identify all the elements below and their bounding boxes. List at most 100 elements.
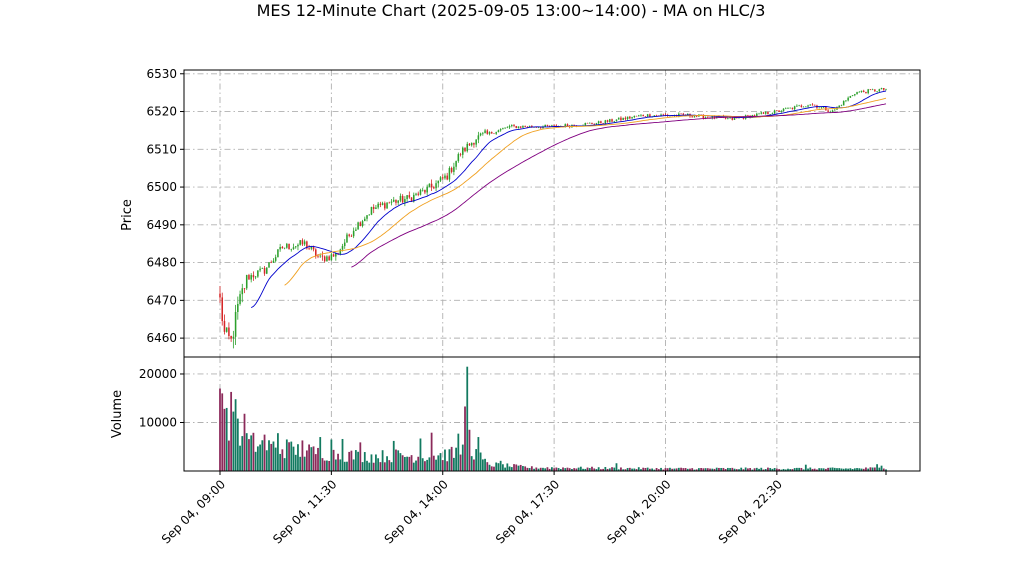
volume-bar bbox=[486, 462, 489, 471]
volume-bar bbox=[873, 467, 876, 471]
xtick-label: Sep 04, 14:00 bbox=[382, 477, 451, 546]
volume-bar bbox=[412, 462, 415, 471]
candle-body bbox=[497, 130, 500, 133]
volume-bar bbox=[457, 433, 460, 471]
candle-body bbox=[646, 114, 649, 117]
candle-body bbox=[791, 107, 794, 110]
volume-bar bbox=[807, 468, 809, 471]
volume-bar bbox=[241, 436, 244, 471]
candle-body bbox=[484, 130, 486, 134]
volume-bar bbox=[308, 444, 310, 471]
volume-bar bbox=[406, 456, 408, 471]
volume-bar bbox=[845, 468, 847, 471]
volume-bar bbox=[381, 450, 384, 471]
candle-body bbox=[782, 108, 785, 112]
candle-body bbox=[611, 119, 613, 122]
candle-body bbox=[531, 125, 533, 128]
candle-body bbox=[882, 88, 885, 90]
candle-body bbox=[245, 275, 248, 289]
candle-body bbox=[221, 297, 224, 322]
volume-bar bbox=[401, 455, 404, 471]
volume-bar bbox=[735, 469, 738, 471]
volume-bar bbox=[297, 444, 299, 471]
volume-bar bbox=[470, 456, 473, 471]
volume-bar bbox=[219, 388, 221, 471]
volume-bar bbox=[513, 464, 515, 471]
candle-body bbox=[588, 122, 591, 124]
volume-bar bbox=[813, 468, 816, 471]
candle-body bbox=[455, 161, 457, 167]
candle-body bbox=[495, 132, 497, 134]
volume-bar bbox=[310, 447, 313, 471]
candle-body bbox=[450, 168, 453, 172]
volume-bar bbox=[684, 468, 687, 471]
candle-body bbox=[773, 110, 776, 114]
candle-body bbox=[439, 177, 442, 181]
candle-body bbox=[551, 125, 553, 127]
candle-body bbox=[444, 175, 446, 179]
volume-bar bbox=[383, 462, 386, 471]
candle-body bbox=[742, 117, 745, 119]
volume-bar bbox=[753, 468, 756, 471]
volume-bar bbox=[408, 456, 411, 471]
volume-bar bbox=[860, 468, 863, 471]
candle-body bbox=[386, 202, 388, 209]
volume-bar bbox=[281, 449, 284, 471]
volume-bar bbox=[292, 446, 295, 471]
candle-body bbox=[339, 249, 342, 254]
candle-body bbox=[397, 200, 399, 203]
volume-bar bbox=[789, 469, 792, 471]
candle-body bbox=[357, 222, 359, 230]
candle-body bbox=[513, 125, 515, 126]
volume-bar bbox=[510, 467, 513, 471]
volume-bar bbox=[599, 469, 602, 471]
volume-bar bbox=[579, 466, 582, 471]
volume-bar bbox=[885, 469, 887, 471]
volume-bar bbox=[724, 469, 727, 471]
candle-body bbox=[314, 249, 317, 257]
candle-body bbox=[303, 241, 306, 245]
candle-body bbox=[348, 234, 350, 236]
volume-bar bbox=[849, 468, 852, 471]
candle-body bbox=[473, 142, 475, 145]
xtick-label: Sep 04, 11:30 bbox=[270, 477, 339, 546]
volume-bar bbox=[657, 469, 660, 471]
candle-body bbox=[620, 117, 622, 121]
candle-body bbox=[704, 117, 707, 119]
volume-bar bbox=[479, 452, 482, 471]
volume-bar bbox=[243, 413, 246, 471]
volume-bar bbox=[473, 459, 475, 471]
volume-bar bbox=[386, 456, 388, 471]
volume-bar bbox=[350, 450, 353, 471]
volume-bar bbox=[461, 444, 464, 471]
candle-body bbox=[417, 193, 420, 195]
volume-bar bbox=[548, 468, 551, 471]
volume-bar bbox=[588, 468, 591, 471]
volume-bar bbox=[484, 458, 486, 471]
volume-bar bbox=[337, 453, 339, 471]
candle-body bbox=[796, 105, 798, 107]
price-axis-label: Price bbox=[120, 199, 135, 231]
volume-bar bbox=[771, 468, 774, 471]
volume-bar bbox=[497, 463, 500, 471]
candle-body bbox=[381, 203, 384, 205]
candle-body bbox=[874, 89, 876, 92]
candle-body bbox=[818, 107, 820, 109]
volume-bar bbox=[225, 407, 228, 471]
candle-body bbox=[468, 143, 471, 146]
volume-bar bbox=[644, 467, 647, 471]
candle-body bbox=[265, 267, 268, 274]
candle-body bbox=[678, 113, 680, 117]
candle-body bbox=[319, 255, 322, 257]
xtick-label: Sep 04, 22:30 bbox=[716, 477, 785, 546]
candle-body bbox=[871, 89, 874, 91]
volume-bar bbox=[248, 439, 250, 471]
candle-body bbox=[522, 125, 524, 128]
volume-bar bbox=[234, 399, 237, 471]
volume-bar bbox=[626, 468, 629, 471]
candle-body bbox=[727, 118, 729, 119]
volume-bar bbox=[711, 468, 714, 471]
volume-bar bbox=[348, 451, 351, 471]
candle-body bbox=[317, 256, 319, 257]
volume-bar bbox=[524, 466, 527, 471]
